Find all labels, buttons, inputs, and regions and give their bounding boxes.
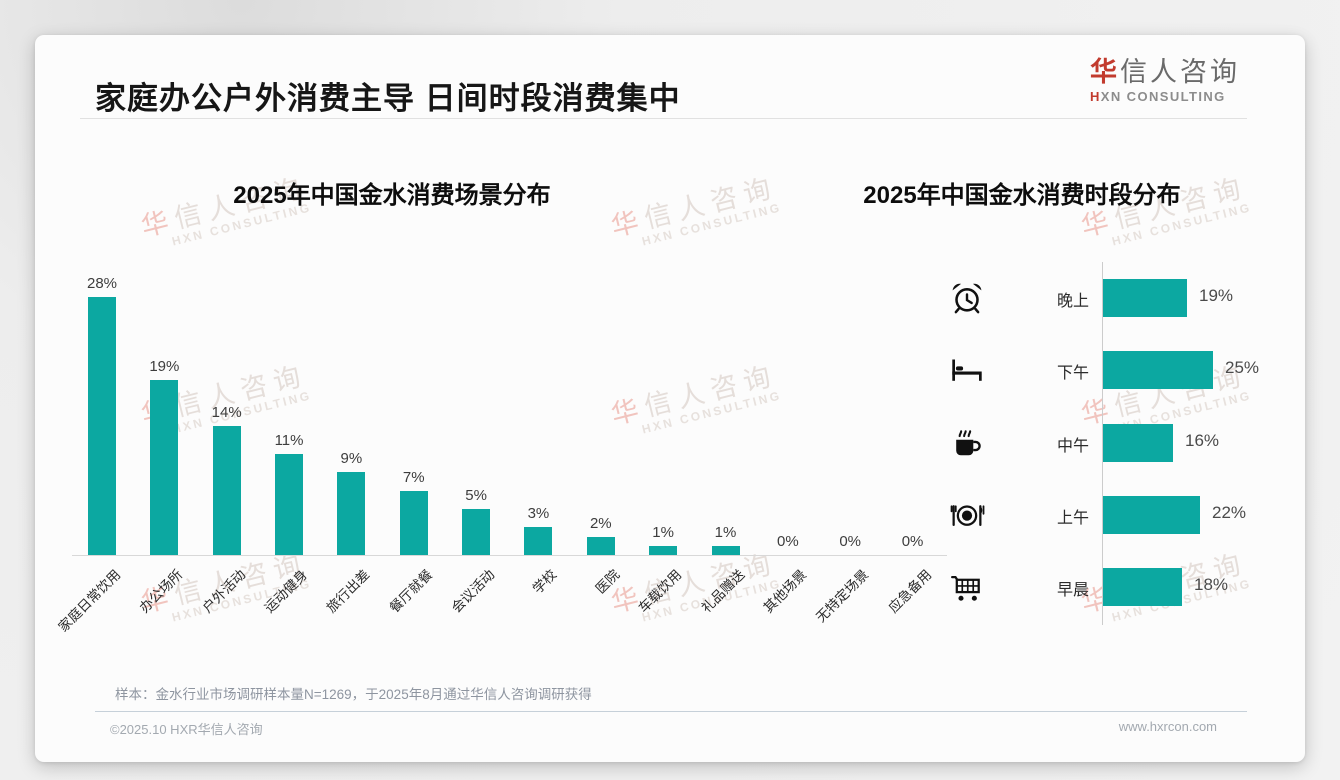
scene-value-label: 2% — [589, 514, 612, 532]
scene-value-label: 28% — [86, 275, 118, 293]
time-category-label: 中午 — [1056, 438, 1089, 455]
logo-cn-text: 华信人咨询 — [1090, 57, 1240, 87]
alarm-clock-icon — [949, 280, 985, 316]
time-chart-title: 2025年中国金水消费时段分布 — [863, 182, 1181, 209]
footer-divider — [95, 711, 1247, 712]
cart-icon — [949, 569, 985, 605]
scene-bar — [649, 545, 678, 555]
time-value-label: 16% — [1185, 431, 1220, 450]
header-divider — [80, 118, 1247, 119]
scene-bar — [337, 472, 366, 555]
scene-bar — [275, 453, 304, 555]
scene-distribution-chart: 28% 家庭日常饮用 19% 办公场所 14% 户外活动 11% 运动健身 9% 旅行出差 7% 餐厅… — [56, 275, 947, 635]
time-bar — [1103, 496, 1200, 534]
time-category-label: 下午 — [1056, 365, 1089, 382]
scene-value-label: 1% — [652, 523, 674, 541]
time-value-label: 25% — [1225, 358, 1260, 377]
scene-chart-title: 2025年中国金水消费场景分布 — [233, 182, 551, 209]
company-logo: 华信人咨询 HXN CONSULTING — [1090, 57, 1240, 104]
scene-value-label: 1% — [714, 523, 737, 541]
bed-icon — [949, 352, 985, 388]
time-value-label: 18% — [1194, 575, 1229, 594]
time-bar — [1103, 279, 1187, 317]
copyright: ©2025.10 HXR华信人咨询 — [110, 722, 263, 737]
time-row: 晚上 19% — [915, 262, 1305, 334]
scene-value-label: 0% — [901, 533, 924, 550]
website: www.hxrcon.com — [1118, 719, 1217, 734]
time-bar — [1103, 424, 1173, 462]
time-distribution-chart: 晚上 19% 下午 25% 中午 16% 上午 22% 早晨 18% — [915, 262, 1305, 627]
scene-bar — [150, 380, 179, 555]
time-bar — [1103, 568, 1182, 606]
scene-bar — [212, 426, 241, 555]
scene-bar — [586, 536, 615, 555]
scene-bar — [524, 527, 553, 555]
time-row: 上午 22% — [915, 479, 1305, 551]
scene-value-label: 9% — [340, 450, 363, 468]
time-row: 早晨 18% — [915, 551, 1305, 623]
time-category-label: 上午 — [1056, 510, 1089, 527]
scene-value-label: 0% — [839, 533, 862, 550]
scene-bar — [399, 490, 428, 555]
scene-value-label: 5% — [465, 487, 487, 504]
time-axis-line — [1102, 262, 1103, 625]
scene-bar — [711, 545, 740, 555]
time-bar — [1103, 351, 1213, 389]
scene-value-label: 11% — [274, 431, 304, 449]
time-category-label: 晚上 — [1056, 293, 1089, 310]
scene-bar — [88, 297, 116, 555]
scene-value-label: 14% — [211, 404, 242, 422]
time-row: 中午 16% — [915, 407, 1305, 479]
scene-value-label: 19% — [149, 358, 180, 376]
logo-en-text: HXN CONSULTING — [1090, 89, 1226, 105]
time-category-label: 早晨 — [1056, 582, 1089, 599]
scene-value-label: 0% — [777, 533, 799, 550]
scene-value-label: 7% — [402, 468, 425, 486]
slide-card: 华信人咨询 HXN CONSULTING 华信人咨询 HXN CONSULTING 华信… — [35, 35, 1305, 762]
time-value-label: 22% — [1212, 503, 1247, 522]
coffee-icon — [949, 425, 985, 461]
time-row: 下午 25% — [915, 334, 1305, 406]
scene-value-label: 3% — [527, 505, 550, 523]
time-value-label: 19% — [1199, 286, 1234, 305]
dining-icon — [949, 497, 985, 533]
page-title: 家庭办公户外消费主导 日间时段消费集中 — [95, 81, 681, 116]
sample-note: 样本：金水行业市场调研样本量N=1269，于2025年8月通过华信人咨询调研获得 — [115, 687, 592, 702]
scene-bar — [462, 509, 491, 555]
